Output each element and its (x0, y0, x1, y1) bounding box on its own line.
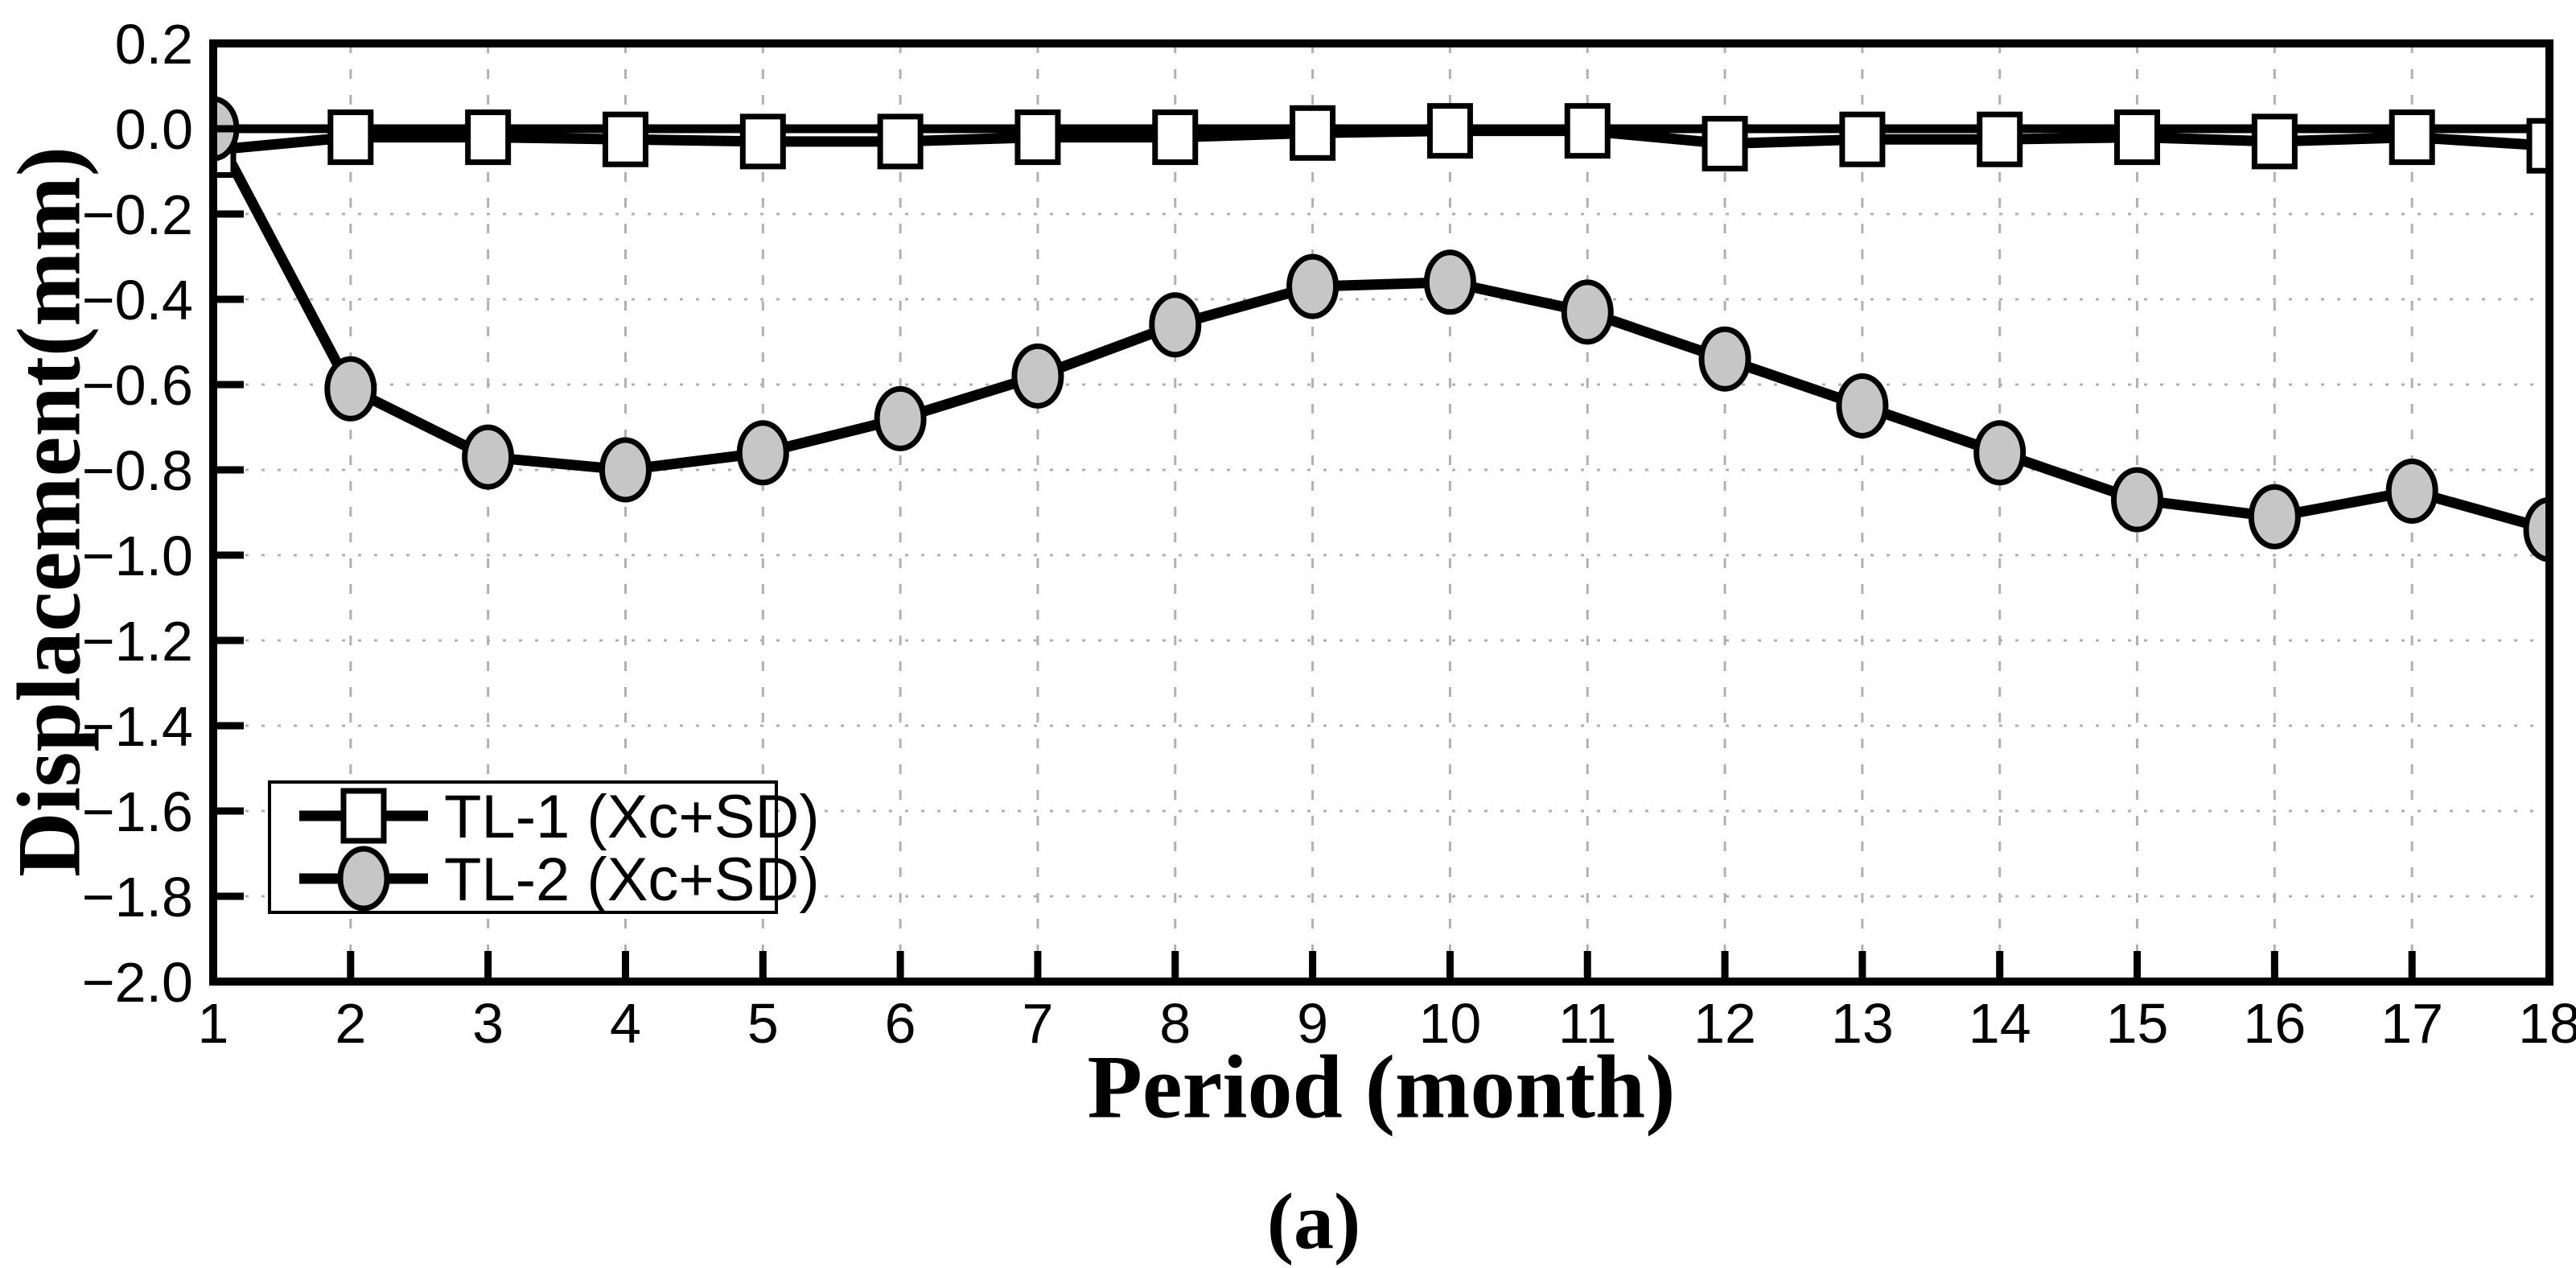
x-tick-label: 5 (747, 992, 779, 1055)
x-tick-label: 18 (2518, 992, 2576, 1055)
marker-circle (2248, 484, 2301, 550)
marker-square (877, 113, 924, 170)
marker-circle (1286, 253, 1339, 319)
marker-square (327, 109, 374, 166)
marker-square (1564, 103, 1611, 159)
x-tick-label: 13 (1831, 992, 1894, 1055)
marker-square (465, 109, 512, 166)
figure-caption: (a) (1266, 1176, 1361, 1266)
x-tick-label: 4 (610, 992, 641, 1055)
marker-square (739, 113, 786, 170)
x-tick-label: 7 (1022, 992, 1053, 1055)
y-tick-label: −0.8 (82, 439, 193, 502)
marker-square (602, 111, 648, 167)
data-layer (213, 96, 2549, 562)
x-tick-label: 15 (2106, 992, 2169, 1055)
y-tick-label: −2.0 (82, 951, 193, 1014)
x-tick-label: 17 (2381, 992, 2443, 1055)
y-tick-label: −1.6 (82, 780, 193, 843)
marker-square (1702, 116, 1748, 172)
tick-label-layer: 0.2 0.0 −0.2 −0.4 −0.6 −0.8 −1.0 −1.2 −1.4 −1.6 −1… (82, 13, 2576, 1055)
marker-circle (1149, 292, 1202, 358)
tick-layer (213, 125, 2416, 982)
marker-square (2114, 109, 2161, 166)
y-tick-label: 0.2 (115, 13, 193, 76)
y-tick-label: −1.8 (82, 866, 193, 928)
marker-circle (1011, 343, 1064, 409)
marker-circle (1973, 420, 2027, 486)
x-tick-label: 6 (885, 992, 916, 1055)
marker-square (1152, 109, 1199, 166)
legend-marker-circle (337, 846, 390, 912)
marker-square (2389, 109, 2435, 166)
x-axis-title: Period (month) (1087, 1037, 1676, 1138)
marker-circle (1698, 326, 1751, 392)
marker-circle (1423, 249, 1476, 315)
marker-circle (1561, 279, 1614, 345)
series-line-1 (213, 126, 2549, 155)
x-tick-label: 3 (472, 992, 504, 1055)
x-tick-label: 9 (1297, 992, 1328, 1055)
marker-square (1839, 111, 1886, 167)
marker-circle (1836, 373, 1889, 438)
marker-square (2251, 113, 2298, 170)
marker-circle (2523, 496, 2549, 562)
marker-square (1290, 105, 1336, 161)
marker-circle (324, 356, 377, 422)
marker-circle (462, 424, 515, 490)
x-tick-label: 12 (1693, 992, 1756, 1055)
legend-marker-square (340, 788, 387, 844)
marker-circle (736, 420, 789, 486)
marker-circle (599, 437, 652, 503)
x-tick-label: 8 (1159, 992, 1191, 1055)
x-tick-label: 16 (2243, 992, 2306, 1055)
x-tick-label: 14 (1969, 992, 2031, 1055)
x-tick-label: 1 (198, 992, 229, 1055)
marker-square (1014, 109, 1061, 166)
x-tick-label: 10 (1418, 992, 1481, 1055)
legend-label: TL-1 (Xc+SD) (444, 783, 820, 851)
y-tick-label: −1.2 (82, 610, 193, 673)
y-tick-label: −0.2 (82, 183, 193, 246)
series-line-2 (213, 126, 2549, 535)
y-axis-title: Displacement(mm) (0, 146, 100, 878)
y-tick-label: −0.6 (82, 354, 193, 417)
marker-circle (2111, 467, 2164, 533)
y-tick-label: −1.4 (82, 695, 193, 758)
plot-frame (209, 39, 2553, 986)
marker-square (1426, 103, 1473, 159)
marker-circle (2385, 459, 2438, 524)
x-tick-label: 11 (1558, 992, 1617, 1055)
marker-square (1977, 111, 2023, 167)
marker-circle (874, 385, 927, 451)
legend: TL-1 (Xc+SD)TL-2 (Xc+SD) (268, 780, 820, 914)
y-tick-label: −1.0 (82, 525, 193, 587)
x-tick-label: 2 (335, 992, 366, 1055)
y-tick-label: 0.0 (115, 98, 193, 161)
legend-label: TL-2 (Xc+SD) (444, 846, 820, 914)
y-tick-label: −0.4 (82, 269, 193, 331)
